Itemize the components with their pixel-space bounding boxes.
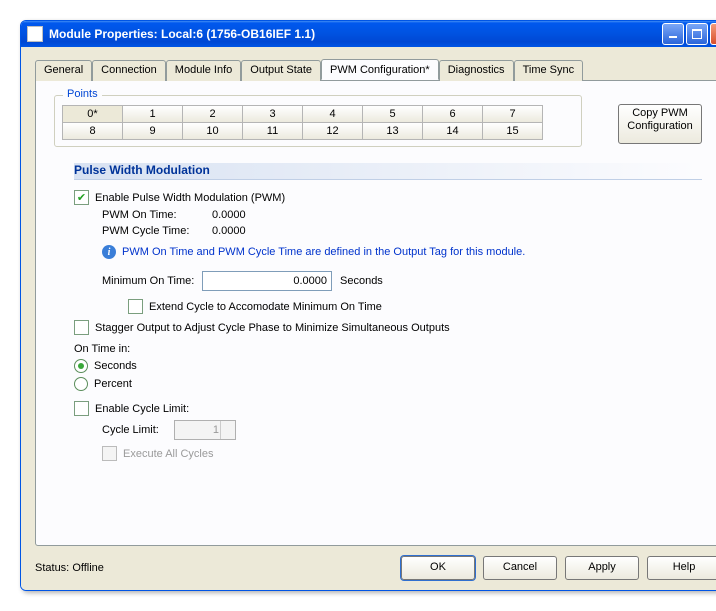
on-time-in-row: On Time in:: [74, 343, 702, 355]
point-cell-10[interactable]: 10: [182, 122, 243, 140]
cycle-limit-label: Cycle Limit:: [102, 424, 174, 436]
cycle-limit-spinner: 1 ▲▼: [174, 420, 236, 440]
help-button[interactable]: Help: [647, 556, 716, 580]
min-on-units: Seconds: [340, 275, 383, 287]
extend-label: Extend Cycle to Accomodate Minimum On Ti…: [149, 301, 382, 313]
tab-output-state[interactable]: Output State: [241, 60, 321, 81]
minimize-button[interactable]: [662, 23, 684, 45]
min-on-input[interactable]: 0.0000: [202, 271, 332, 291]
min-on-label: Minimum On Time:: [102, 275, 202, 287]
radio-percent[interactable]: [74, 377, 88, 391]
client-area: General Connection Module Info Output St…: [21, 47, 716, 590]
point-cell-9[interactable]: 9: [122, 122, 183, 140]
status-area: Status: Offline: [35, 562, 393, 574]
app-icon: [27, 26, 43, 42]
enable-cycle-limit-row: Enable Cycle Limit:: [74, 401, 702, 416]
radio-seconds[interactable]: [74, 359, 88, 373]
window: Module Properties: Local:6 (1756-OB16IEF…: [20, 20, 716, 591]
execute-all-checkbox: [102, 446, 117, 461]
enable-pwm-label: Enable Pulse Width Modulation (PWM): [95, 192, 285, 204]
extend-row: Extend Cycle to Accomodate Minimum On Ti…: [128, 299, 702, 314]
cycle-time-row: PWM Cycle Time: 0.0000: [102, 225, 702, 237]
tab-general[interactable]: General: [35, 60, 92, 81]
enable-cycle-limit-label: Enable Cycle Limit:: [95, 403, 189, 415]
points-legend: Points: [63, 88, 102, 100]
radio-percent-row: Percent: [74, 377, 702, 391]
enable-cycle-limit-checkbox[interactable]: [74, 401, 89, 416]
point-cell-13[interactable]: 13: [362, 122, 423, 140]
titlebar: Module Properties: Local:6 (1756-OB16IEF…: [21, 21, 716, 47]
cycle-limit-value: 1: [213, 424, 219, 436]
cancel-button[interactable]: Cancel: [483, 556, 557, 580]
point-cell-0[interactable]: 0*: [62, 105, 123, 123]
point-cell-4[interactable]: 4: [302, 105, 363, 123]
enable-pwm-checkbox[interactable]: ✔: [74, 190, 89, 205]
point-cell-14[interactable]: 14: [422, 122, 483, 140]
info-icon: i: [102, 245, 116, 259]
extend-checkbox[interactable]: [128, 299, 143, 314]
cycle-time-value: 0.0000: [212, 225, 246, 237]
point-cell-11[interactable]: 11: [242, 122, 303, 140]
points-grid: 0* 1 2 3 4 5 6 7 8 9 10 11 12 13 14 15: [63, 106, 573, 140]
apply-button[interactable]: Apply: [565, 556, 639, 580]
pwm-section-title: Pulse Width Modulation: [74, 163, 702, 180]
point-cell-6[interactable]: 6: [422, 105, 483, 123]
on-time-in-label: On Time in:: [74, 343, 130, 355]
window-title: Module Properties: Local:6 (1756-OB16IEF…: [49, 27, 660, 41]
tab-module-info[interactable]: Module Info: [166, 60, 241, 81]
status-value: Offline: [72, 562, 104, 574]
stagger-label: Stagger Output to Adjust Cycle Phase to …: [95, 322, 450, 334]
status-label: Status:: [35, 562, 69, 574]
tab-strip: General Connection Module Info Output St…: [35, 59, 716, 80]
radio-percent-label: Percent: [94, 378, 132, 390]
close-button[interactable]: [710, 23, 716, 45]
on-time-row: PWM On Time: 0.0000: [102, 209, 702, 221]
ok-button[interactable]: OK: [401, 556, 475, 580]
info-row: i PWM On Time and PWM Cycle Time are def…: [102, 245, 702, 259]
stagger-row: Stagger Output to Adjust Cycle Phase to …: [74, 320, 702, 335]
tab-diagnostics[interactable]: Diagnostics: [439, 60, 514, 81]
points-group: Points 0* 1 2 3 4 5 6 7 8 9 10 11 12 13 …: [54, 95, 582, 147]
point-cell-5[interactable]: 5: [362, 105, 423, 123]
point-cell-12[interactable]: 12: [302, 122, 363, 140]
on-time-label: PWM On Time:: [102, 209, 212, 221]
point-cell-15[interactable]: 15: [482, 122, 543, 140]
cycle-limit-row: Cycle Limit: 1 ▲▼: [102, 420, 702, 440]
point-cell-8[interactable]: 8: [62, 122, 123, 140]
tab-page: Copy PWM Configuration Points 0* 1 2 3 4…: [35, 80, 716, 546]
on-time-value: 0.0000: [212, 209, 246, 221]
radio-seconds-row: Seconds: [74, 359, 702, 373]
min-on-row: Minimum On Time: 0.0000 Seconds: [102, 271, 702, 291]
radio-seconds-label: Seconds: [94, 360, 137, 372]
tab-connection[interactable]: Connection: [92, 60, 166, 81]
bottom-bar: Status: Offline OK Cancel Apply Help: [35, 546, 716, 580]
execute-all-label: Execute All Cycles: [123, 448, 213, 460]
point-cell-3[interactable]: 3: [242, 105, 303, 123]
execute-all-row: Execute All Cycles: [102, 446, 702, 461]
info-text: PWM On Time and PWM Cycle Time are defin…: [122, 246, 525, 258]
tab-time-sync[interactable]: Time Sync: [514, 60, 584, 81]
tab-pwm-configuration[interactable]: PWM Configuration*: [321, 59, 439, 80]
point-cell-1[interactable]: 1: [122, 105, 183, 123]
point-cell-2[interactable]: 2: [182, 105, 243, 123]
maximize-button[interactable]: [686, 23, 708, 45]
point-cell-7[interactable]: 7: [482, 105, 543, 123]
enable-pwm-row: ✔ Enable Pulse Width Modulation (PWM): [74, 190, 702, 205]
stagger-checkbox[interactable]: [74, 320, 89, 335]
cycle-time-label: PWM Cycle Time:: [102, 225, 212, 237]
copy-pwm-button[interactable]: Copy PWM Configuration: [618, 104, 702, 144]
